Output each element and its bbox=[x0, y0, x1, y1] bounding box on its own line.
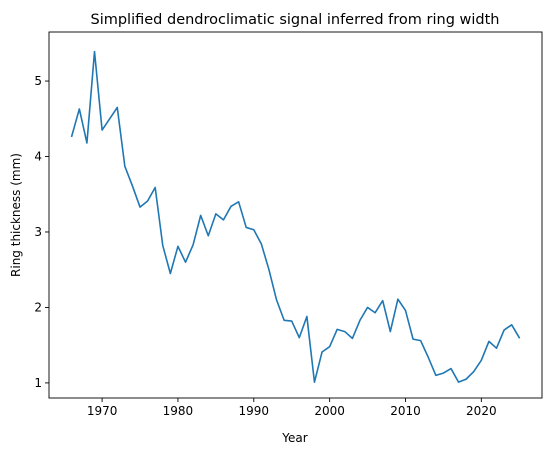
x-ticks: 1970 1980 1990 2000 2010 2020 bbox=[87, 398, 497, 418]
plot-frame bbox=[48, 31, 543, 399]
series-line bbox=[70, 50, 521, 383]
chart-title: Simplified dendroclimatic signal inferre… bbox=[91, 12, 500, 28]
y-axis-label: Ring thickness (mm) bbox=[9, 153, 23, 277]
y-tick-label: 2 bbox=[34, 300, 42, 314]
x-tick-label: 1970 bbox=[87, 404, 118, 418]
x-axis-label: Year bbox=[281, 431, 307, 445]
plot-series bbox=[70, 50, 521, 383]
x-tick-label: 2010 bbox=[390, 404, 421, 418]
x-tick-label: 2020 bbox=[466, 404, 497, 418]
x-tick-label: 1980 bbox=[163, 404, 194, 418]
y-tick-label: 3 bbox=[34, 225, 42, 239]
x-tick-label: 1990 bbox=[239, 404, 270, 418]
y-tick-label: 1 bbox=[34, 376, 42, 390]
x-tick-label: 2000 bbox=[314, 404, 345, 418]
y-tick-label: 5 bbox=[34, 74, 42, 88]
y-tick-label: 4 bbox=[34, 150, 42, 164]
y-ticks: 1 2 3 4 5 bbox=[34, 74, 49, 390]
